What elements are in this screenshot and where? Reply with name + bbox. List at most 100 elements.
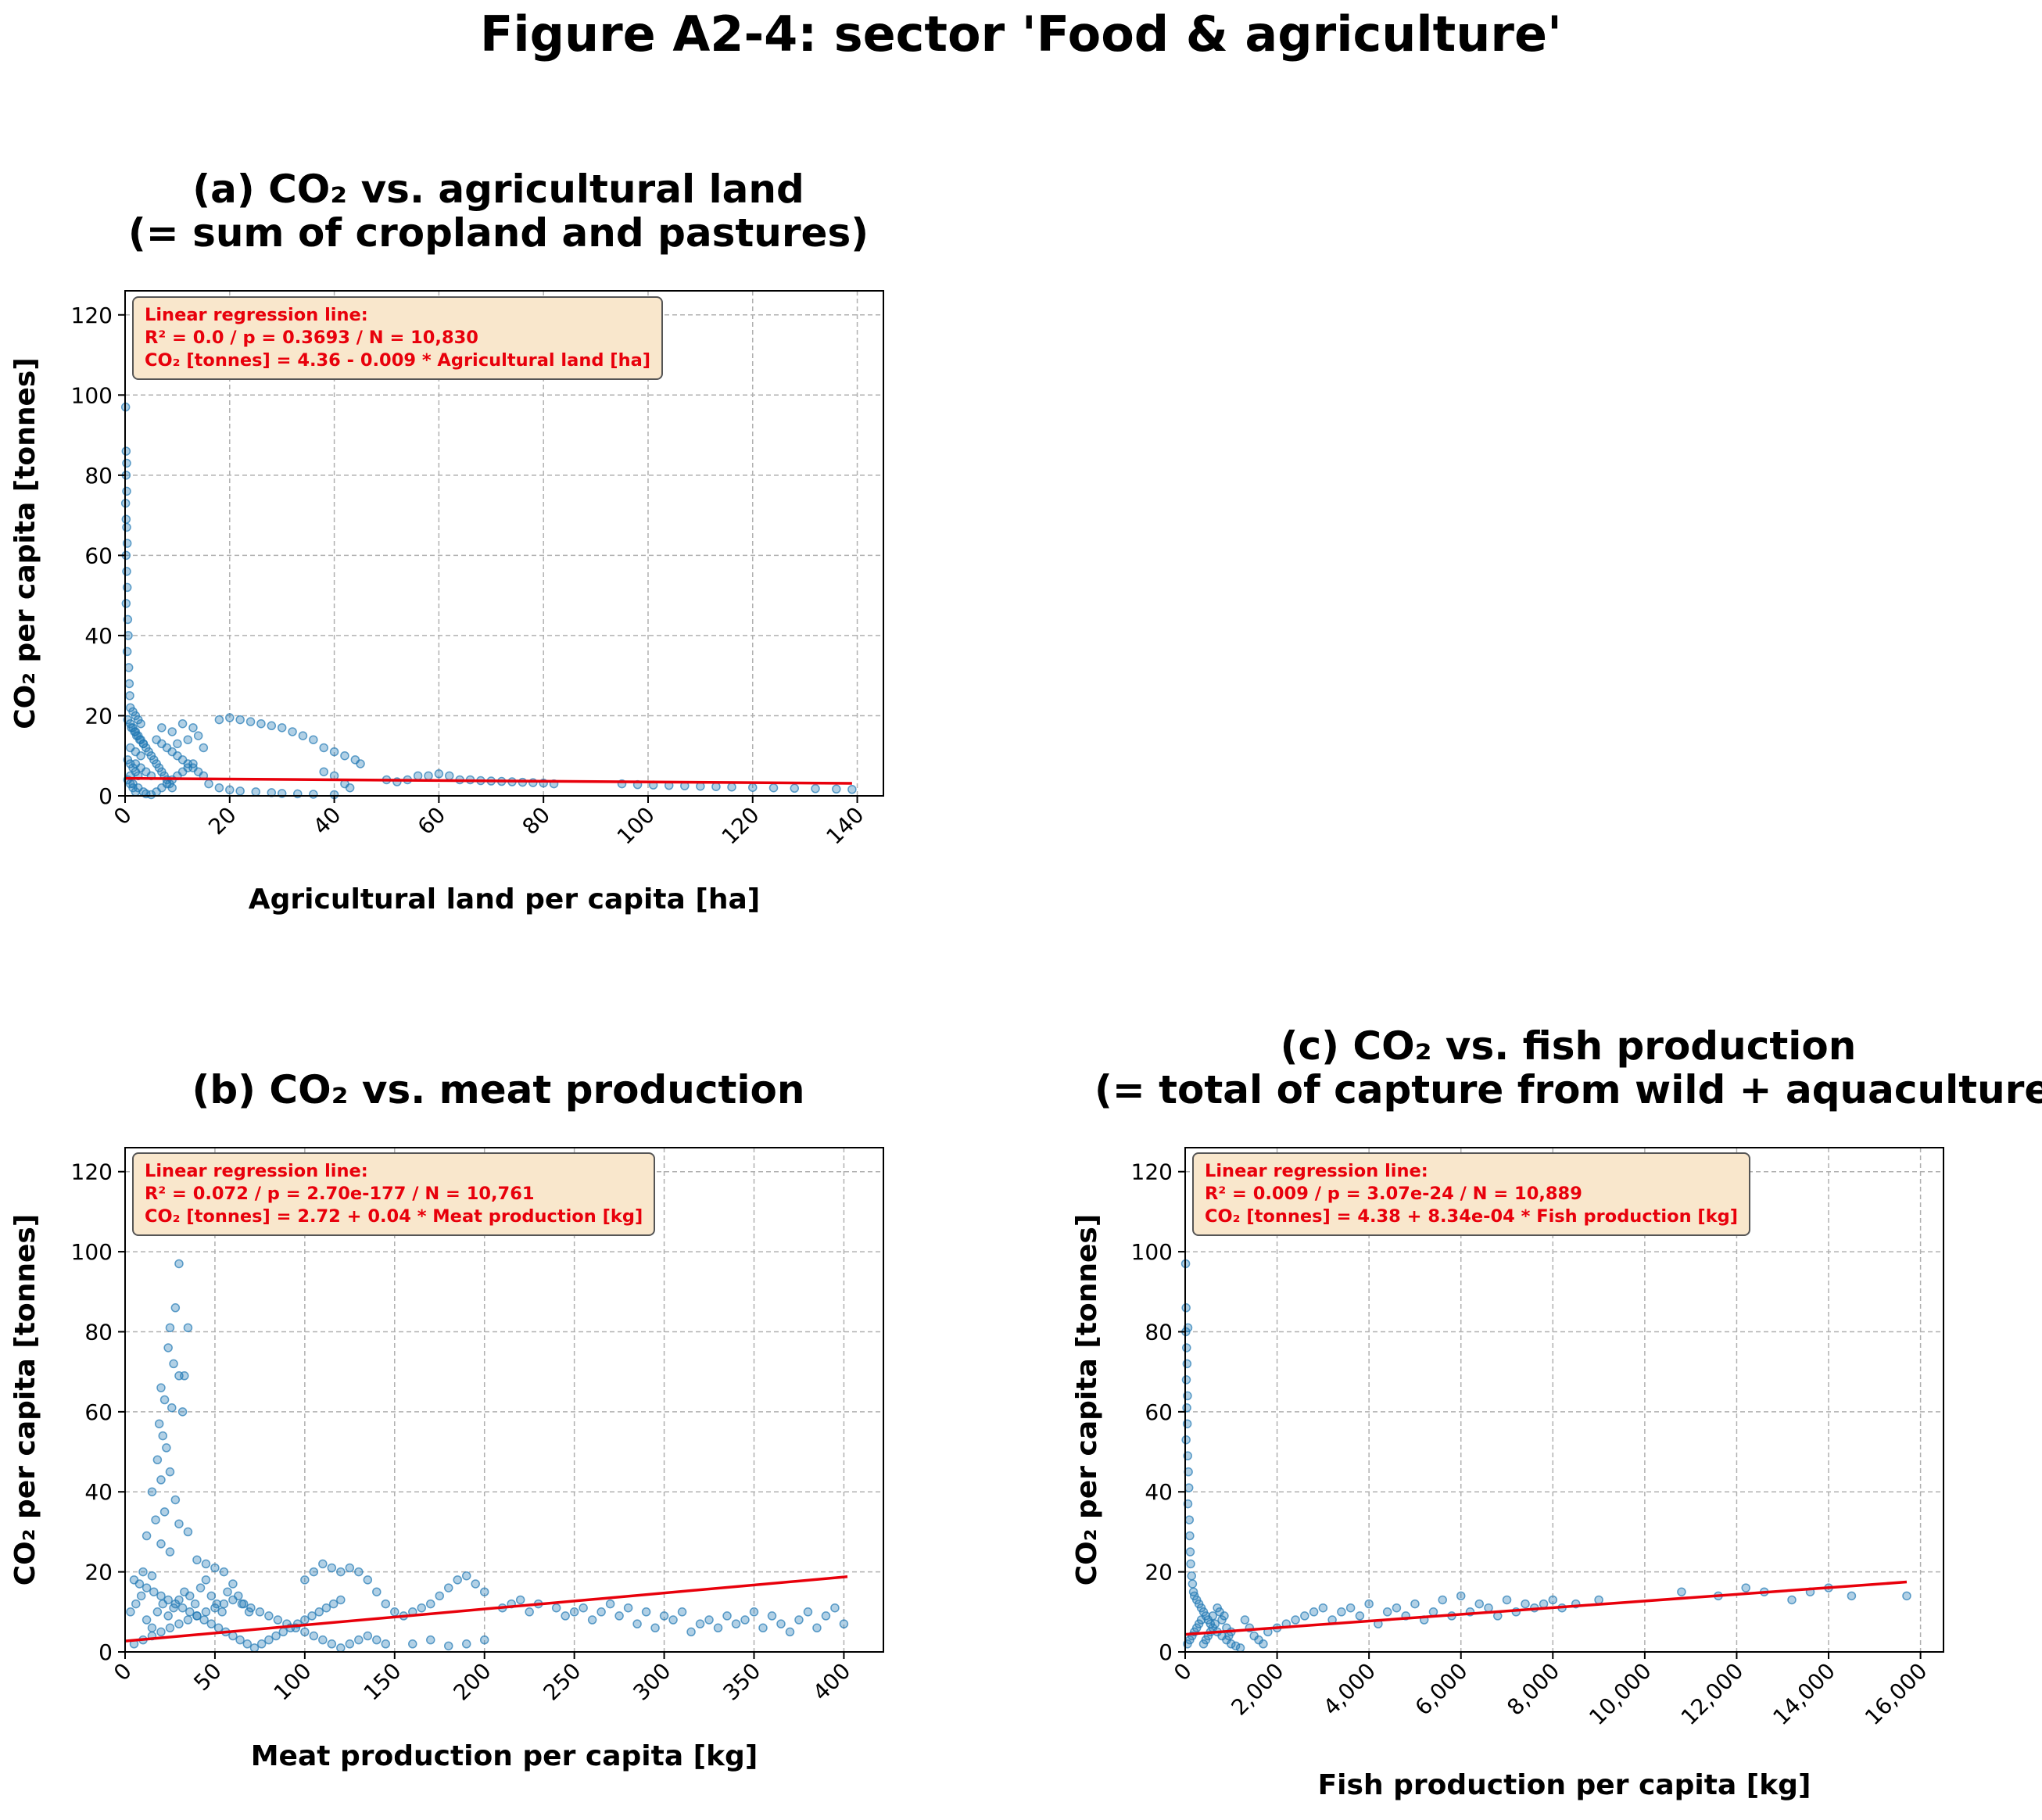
data-point <box>210 1563 220 1573</box>
data-point <box>668 1615 678 1625</box>
x-tick-label: 4,000 <box>1318 1658 1381 1721</box>
data-point <box>309 1631 319 1641</box>
data-point <box>1345 1603 1356 1613</box>
data-point <box>811 784 820 794</box>
data-point <box>235 786 245 796</box>
data-point <box>832 784 841 794</box>
data-point <box>174 1519 184 1528</box>
data-point <box>267 721 277 731</box>
data-point <box>271 1631 281 1641</box>
plot-frame <box>124 290 884 797</box>
data-point <box>381 1639 391 1649</box>
data-point <box>479 1635 489 1645</box>
data-point <box>201 1607 211 1617</box>
data-point <box>1548 1595 1558 1605</box>
panel-a-title-line1: (a) CO₂ vs. agricultural land <box>192 167 804 212</box>
data-point <box>255 1607 265 1617</box>
y-axis-label: CO₂ per capita [tonnes] <box>9 357 41 729</box>
data-point <box>1337 1607 1346 1617</box>
y-tick-label: 0 <box>1159 1639 1173 1665</box>
data-point <box>163 1611 173 1621</box>
x-axis-label: Agricultural land per capita [ha] <box>249 883 760 915</box>
data-point <box>596 1607 606 1617</box>
data-point <box>149 1587 159 1596</box>
data-point <box>713 1623 723 1633</box>
data-point <box>1456 1591 1466 1601</box>
data-point <box>426 1635 435 1645</box>
data-point <box>327 1563 337 1573</box>
data-point <box>1677 1587 1686 1596</box>
data-point <box>641 1607 651 1617</box>
data-point <box>314 1607 324 1617</box>
y-tick-label: 60 <box>84 1399 113 1425</box>
data-point <box>174 1619 184 1628</box>
data-point <box>307 1611 317 1621</box>
data-point <box>126 1607 135 1617</box>
data-point <box>156 1475 166 1485</box>
data-point <box>340 751 349 761</box>
data-point <box>1300 1611 1309 1621</box>
data-point <box>1428 1607 1438 1617</box>
y-tick-label: 40 <box>84 1479 113 1505</box>
data-point <box>1235 1643 1245 1653</box>
data-point <box>201 1559 211 1569</box>
y-tick-label: 120 <box>71 1159 113 1185</box>
data-point <box>659 1611 669 1621</box>
data-point <box>434 769 444 779</box>
data-point <box>177 718 188 729</box>
panel-a-regression-header: Linear regression line: <box>145 305 368 325</box>
data-point <box>479 1587 489 1596</box>
y-tick-label: 60 <box>84 543 113 568</box>
y-tick-label: 0 <box>99 783 113 809</box>
data-point <box>309 1567 319 1577</box>
y-tick-label: 60 <box>1145 1399 1173 1425</box>
panel-a-regression-equation: CO₂ [tonnes] = 4.36 - 0.009 * Agricultur… <box>145 350 651 371</box>
data-point <box>170 1303 181 1313</box>
data-point <box>381 1599 391 1609</box>
y-tick-label: 100 <box>71 1239 113 1265</box>
data-point <box>157 723 167 733</box>
data-point <box>794 1615 804 1625</box>
data-point <box>1181 1435 1191 1445</box>
data-point <box>147 1487 157 1496</box>
y-tick-label: 120 <box>71 303 113 328</box>
data-point <box>1438 1595 1447 1605</box>
data-point <box>435 1591 445 1601</box>
data-point <box>839 1619 849 1628</box>
data-point <box>1184 1483 1194 1492</box>
data-point <box>1259 1639 1268 1649</box>
data-point <box>1410 1599 1420 1609</box>
data-point <box>273 1615 283 1625</box>
data-point <box>561 1611 570 1621</box>
data-point <box>256 1639 267 1649</box>
data-point <box>821 1611 831 1621</box>
panel-a-title: (a) CO₂ vs. agricultural land (= sum of … <box>113 167 883 255</box>
data-point <box>319 767 328 776</box>
data-point <box>225 713 235 722</box>
data-point <box>847 785 857 794</box>
data-point <box>812 1623 822 1633</box>
data-point <box>142 1615 152 1625</box>
panel-b-regression-stats: R² = 0.072 / p = 2.70e-177 / N = 10,761 <box>145 1184 535 1204</box>
data-point <box>587 1615 597 1625</box>
data-point <box>1594 1595 1603 1605</box>
y-tick-label: 0 <box>99 1639 113 1665</box>
x-tick-label: 12,000 <box>1676 1658 1749 1731</box>
data-point <box>1184 1515 1195 1524</box>
y-axis-label: CO₂ per capita [tonnes] <box>1071 1214 1103 1586</box>
regression-line <box>124 776 852 785</box>
data-point <box>632 1619 642 1628</box>
panel-b-title: (b) CO₂ vs. meat production <box>113 1068 883 1112</box>
data-point <box>1291 1615 1300 1625</box>
data-point <box>731 1619 741 1628</box>
data-point <box>163 1343 173 1352</box>
data-point <box>417 1603 427 1613</box>
data-point <box>372 1587 382 1596</box>
plot-frame <box>124 1147 884 1653</box>
data-point <box>1220 1611 1229 1621</box>
y-tick-label: 120 <box>1131 1159 1173 1185</box>
data-point <box>1182 1359 1192 1369</box>
data-point <box>256 718 266 729</box>
x-tick-label: 16,000 <box>1860 1658 1933 1731</box>
